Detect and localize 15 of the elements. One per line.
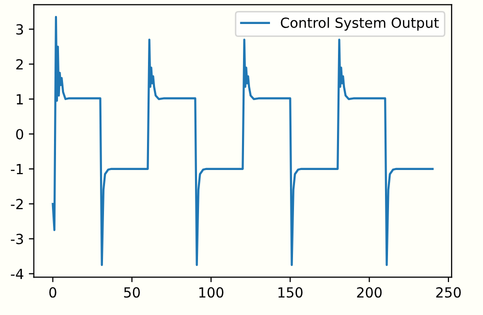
y-tick-label: 1 (16, 94, 23, 104)
y-tick-label: 3 (16, 24, 23, 35)
x-tick-label: 150 (278, 287, 303, 298)
y-tick-label: 2 (16, 59, 23, 70)
x-tick-label: 50 (124, 287, 140, 298)
y-tick-label: -2 (10, 198, 23, 210)
y-tick-label: -3 (10, 234, 23, 244)
y-tick-label: 0 (16, 128, 24, 140)
y-tick-label: -1 (10, 164, 23, 174)
legend-label: Control System Output (280, 17, 439, 31)
x-tick-label: 100 (199, 287, 224, 298)
x-tick-label: 0 (49, 287, 56, 298)
x-tick-label: 200 (357, 287, 382, 298)
y-tick-label: -4 (10, 268, 24, 279)
x-tick-label: 250 (436, 287, 461, 298)
